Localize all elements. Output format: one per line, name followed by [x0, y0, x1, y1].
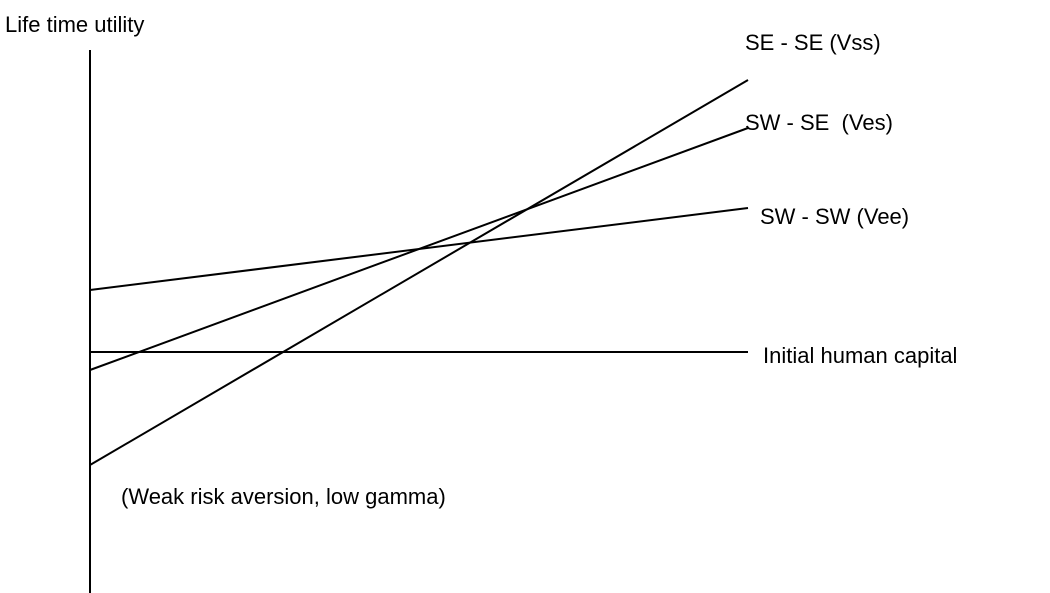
note: (Weak risk aversion, low gamma)	[121, 484, 446, 509]
line-label: Initial human capital	[763, 343, 957, 368]
axis-label: Life time utility	[5, 12, 144, 37]
line-vee	[89, 207, 749, 291]
line-label: SE - SE (Vss)	[745, 30, 881, 55]
line-label: SW - SW (Vee)	[760, 204, 909, 229]
line-label: SW - SE (Ves)	[745, 110, 893, 135]
line-vss	[89, 79, 749, 466]
